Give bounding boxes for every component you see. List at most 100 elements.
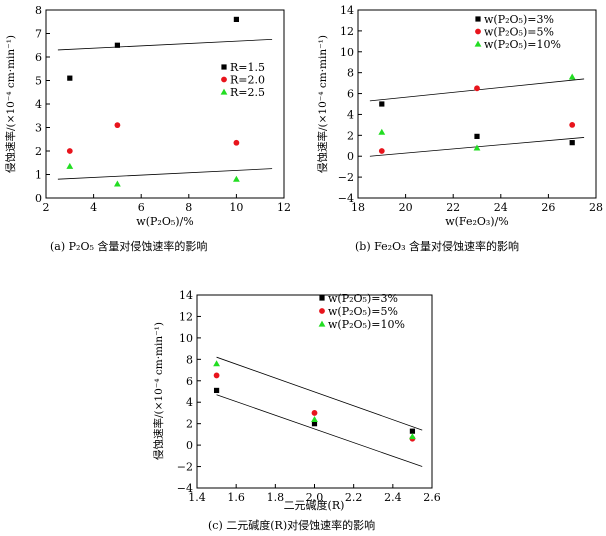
legend-marker-triangle [220, 88, 228, 95]
y-tick-label: 4 [347, 108, 354, 121]
y-tick-label: 10 [340, 46, 354, 59]
y-tick-label: 8 [186, 353, 193, 366]
legend-marker-triangle [474, 40, 482, 47]
x-tick-label: 10 [229, 201, 243, 214]
y-tick-label: 2 [35, 145, 42, 158]
data-point-square [379, 101, 385, 107]
legend-label: w(P₂O₅)=3% [484, 13, 554, 26]
data-point-triangle [114, 180, 121, 187]
x-tick-label: 18 [351, 201, 365, 214]
x-tick-label: 12 [277, 201, 291, 214]
data-point-square [409, 428, 416, 434]
caption-b: (b) Fe₂O₃ 含量对侵蚀速率的影响 [355, 240, 519, 253]
legend-marker-square [221, 64, 227, 70]
y-tick-label: 10 [179, 332, 193, 345]
y-tick-label: 8 [35, 4, 42, 17]
data-point-triangle [311, 415, 318, 422]
fit-line [216, 356, 423, 431]
legend-marker-triangle [318, 320, 326, 327]
caption-a: (a) P₂O₅ 含量对侵蚀速率的影响 [50, 240, 208, 253]
x-tick-label: 22 [446, 201, 460, 214]
chart-panel-b: 18 20 22 24 26 28−4−202468101214w(Fe₂O₃)/%侵蚀速… [316, 4, 603, 228]
x-tick-label: 2.0 [306, 491, 324, 504]
legend-label: w(P₂O₅)=5% [328, 305, 398, 318]
x-tick-label: 20 [399, 201, 413, 214]
x-tick-label: 1.8 [267, 491, 285, 504]
y-tick-label: 1 [35, 169, 42, 182]
y-tick-label: 12 [179, 310, 193, 323]
y-tick-label: 7 [35, 28, 42, 41]
legend-marker-square [475, 16, 481, 22]
fit-line [57, 168, 273, 180]
legend-marker-square [319, 295, 325, 301]
y-tick-label: 14 [340, 4, 354, 17]
y-tick-label: 6 [347, 88, 354, 101]
x-axis-label: w(Fe₂O₃)/% [445, 215, 509, 228]
y-tick-label: 4 [186, 396, 193, 409]
data-point-square [311, 421, 318, 427]
data-point-circle [233, 139, 240, 146]
y-tick-label: 3 [35, 122, 42, 135]
data-point-square [114, 42, 120, 48]
y-tick-label: 2 [186, 418, 193, 431]
y-tick-label: 0 [347, 150, 354, 163]
y-tick-label: 4 [35, 98, 42, 111]
legend-label: w(P₂O₅)=5% [484, 26, 554, 39]
data-point-square [474, 133, 480, 139]
y-tick-label: 2 [347, 129, 354, 142]
y-axis-label: 侵蚀速率/(×10⁻⁴ cm·min⁻¹) [316, 35, 329, 173]
y-tick-label: −2 [338, 171, 354, 184]
y-tick-label: −4 [338, 192, 354, 205]
x-axis-label: 二元碱度(R) [284, 498, 345, 512]
x-tick-label: 28 [589, 201, 603, 214]
y-tick-label: −2 [177, 461, 193, 474]
data-point-circle [114, 122, 121, 129]
data-point-circle [474, 85, 480, 92]
data-point-triangle [233, 175, 240, 182]
y-axis-label: 侵蚀速率/(×10⁻⁴ cm·min⁻¹) [152, 322, 165, 460]
legend-label: R=1.5 [230, 61, 265, 74]
legend-label: w(P₂O₅)=10% [484, 38, 561, 51]
data-point-triangle [66, 162, 74, 169]
y-tick-label: 12 [340, 25, 354, 38]
data-point-circle [66, 148, 73, 154]
y-axis-label: 侵蚀速率/(×10⁻⁴ cm·min⁻¹) [4, 35, 17, 173]
y-tick-label: 0 [186, 439, 193, 452]
caption-c: (c) 二元碱度(R)对侵蚀速率的影响 [208, 519, 376, 532]
x-axis-label: w(P₂O₅)/% [136, 215, 193, 228]
data-point-circle [311, 410, 318, 416]
legend-marker-circle [475, 28, 481, 35]
legend-label: R=2.5 [230, 86, 265, 99]
y-tick-label: 8 [347, 67, 354, 80]
x-tick-label: 24 [494, 201, 508, 214]
chart-panel-c: 1.4 1.6 1.8 2.0 2.2 2.4 2.6 −4 −2 0 2 4 6 8 10 12 14 二元碱度… [152, 289, 441, 512]
y-tick-label: 5 [35, 75, 42, 88]
y-tick-label: 14 [179, 289, 193, 302]
x-tick-label: 6 [138, 201, 145, 214]
x-tick-label: 26 [541, 201, 555, 214]
x-tick-label: 8 [185, 201, 192, 214]
x-tick-label: 4 [90, 201, 97, 214]
legend-label: w(P₂O₅)=10% [328, 318, 405, 331]
y-tick-label: 0 [35, 192, 42, 205]
data-point-square [213, 387, 220, 394]
legend-marker-circle [319, 308, 325, 314]
legend-label: w(P₂O₅)=3% [328, 292, 398, 305]
y-tick-label: −4 [177, 482, 193, 495]
data-point-circle [569, 121, 576, 128]
data-point-triangle [213, 360, 220, 367]
fit-line [216, 394, 423, 467]
legend-label: R=2.0 [230, 74, 265, 87]
fit-line [57, 38, 273, 51]
x-tick-label: 2.6 [423, 491, 441, 504]
y-tick-label: 6 [35, 51, 42, 64]
x-tick-label: 2 [43, 201, 50, 214]
data-point-triangle [409, 433, 416, 440]
data-point-triangle [568, 73, 576, 80]
plot-frame [357, 9, 597, 199]
x-tick-label: 2.4 [384, 491, 402, 504]
x-tick-label: 2.2 [345, 491, 363, 504]
data-point-circle [213, 372, 220, 379]
